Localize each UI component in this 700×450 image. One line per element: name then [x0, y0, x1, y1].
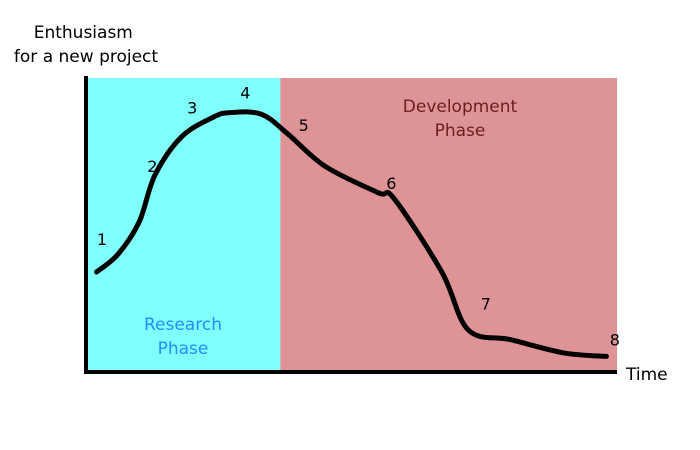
phase-region-label-2: Development Phase	[403, 97, 518, 141]
enthusiasm-curve	[94, 109, 609, 359]
axes	[84, 76, 617, 374]
phase-region-label-2-line-1: Development	[403, 97, 518, 117]
phase-region-label-1-line-2: Phase	[158, 339, 209, 359]
phase-region-label-1: Research Phase	[144, 315, 222, 359]
point-label-7: 7	[481, 294, 491, 313]
point-label-2: 2	[147, 157, 157, 176]
point-label-4: 4	[240, 84, 250, 103]
point-label-3: 3	[187, 98, 197, 117]
point-label-1: 1	[97, 230, 107, 249]
y-axis-label-line-2: for a new project	[14, 47, 158, 67]
phase-regions	[86, 78, 617, 372]
phase-region-2	[280, 78, 617, 372]
point-label-8: 8	[610, 331, 620, 350]
point-labels: 1 2 3 4 5 6 7 8	[97, 84, 620, 350]
point-label-5: 5	[299, 116, 309, 135]
phase-region-1	[86, 78, 281, 372]
phase-region-label-1-line-1: Research	[144, 315, 222, 335]
y-axis-label: Enthusiasm for a new project	[14, 23, 158, 67]
phase-region-labels: Research Phase Development Phase	[144, 97, 518, 359]
y-axis-label-line-1: Enthusiasm	[34, 23, 133, 43]
point-label-6: 6	[386, 174, 396, 193]
phase-region-label-2-line-2: Phase	[435, 121, 486, 141]
x-axis-label: Time	[625, 365, 668, 385]
